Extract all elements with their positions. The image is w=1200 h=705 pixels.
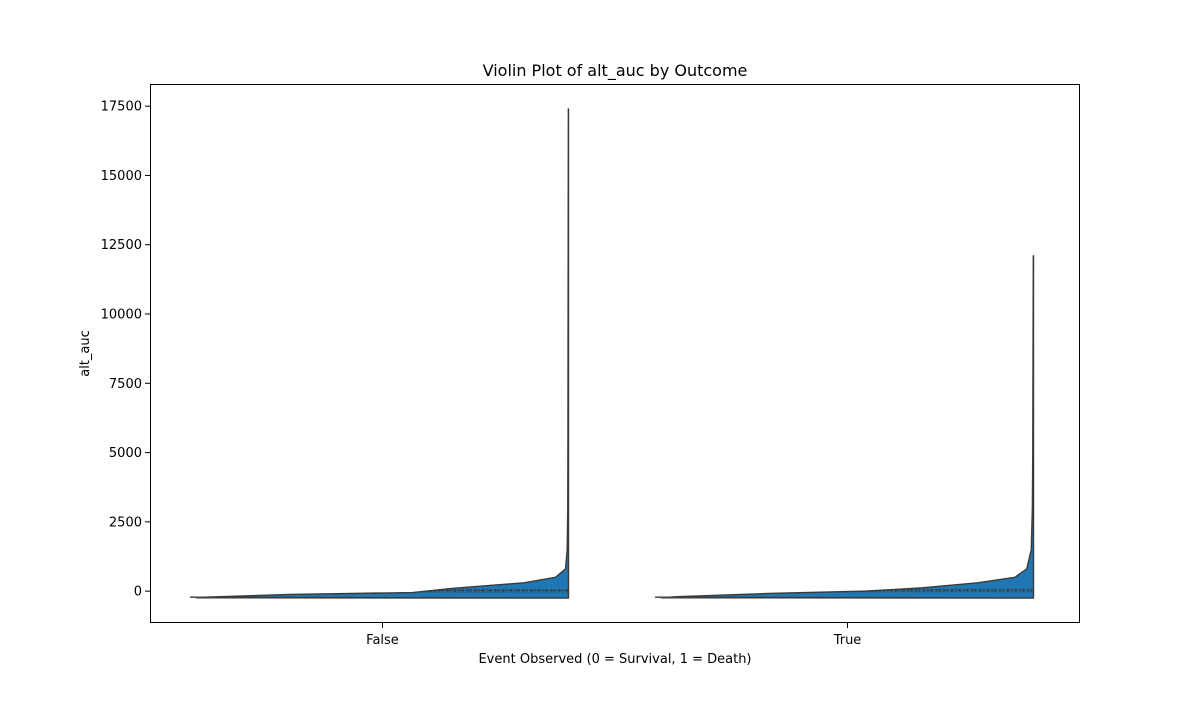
plot-layer bbox=[189, 108, 1035, 599]
y-axis: 0 2500 5000 7500 10000 12500 15000 17500 bbox=[101, 100, 150, 600]
plot-frame bbox=[150, 84, 1080, 623]
x-axis: False True bbox=[366, 623, 861, 648]
violin-false bbox=[189, 108, 570, 599]
y-tick-label: 12500 bbox=[101, 238, 142, 253]
x-tick-label: True bbox=[833, 633, 862, 648]
y-tick-label: 15000 bbox=[101, 169, 142, 184]
y-tick-label: 2500 bbox=[109, 515, 142, 530]
y-tick-label: 7500 bbox=[109, 377, 142, 392]
x-axis-label: Event Observed (0 = Survival, 1 = Death) bbox=[478, 652, 751, 667]
y-tick-label: 17500 bbox=[101, 100, 142, 115]
y-tick-label: 10000 bbox=[101, 308, 142, 323]
y-axis-label: alt_auc bbox=[78, 330, 93, 377]
x-tick-label: False bbox=[366, 633, 399, 648]
violin-true bbox=[654, 255, 1035, 599]
y-tick-label: 5000 bbox=[109, 446, 142, 461]
y-tick-label: 0 bbox=[134, 585, 142, 600]
chart-title: Violin Plot of alt_auc by Outcome bbox=[483, 61, 748, 81]
